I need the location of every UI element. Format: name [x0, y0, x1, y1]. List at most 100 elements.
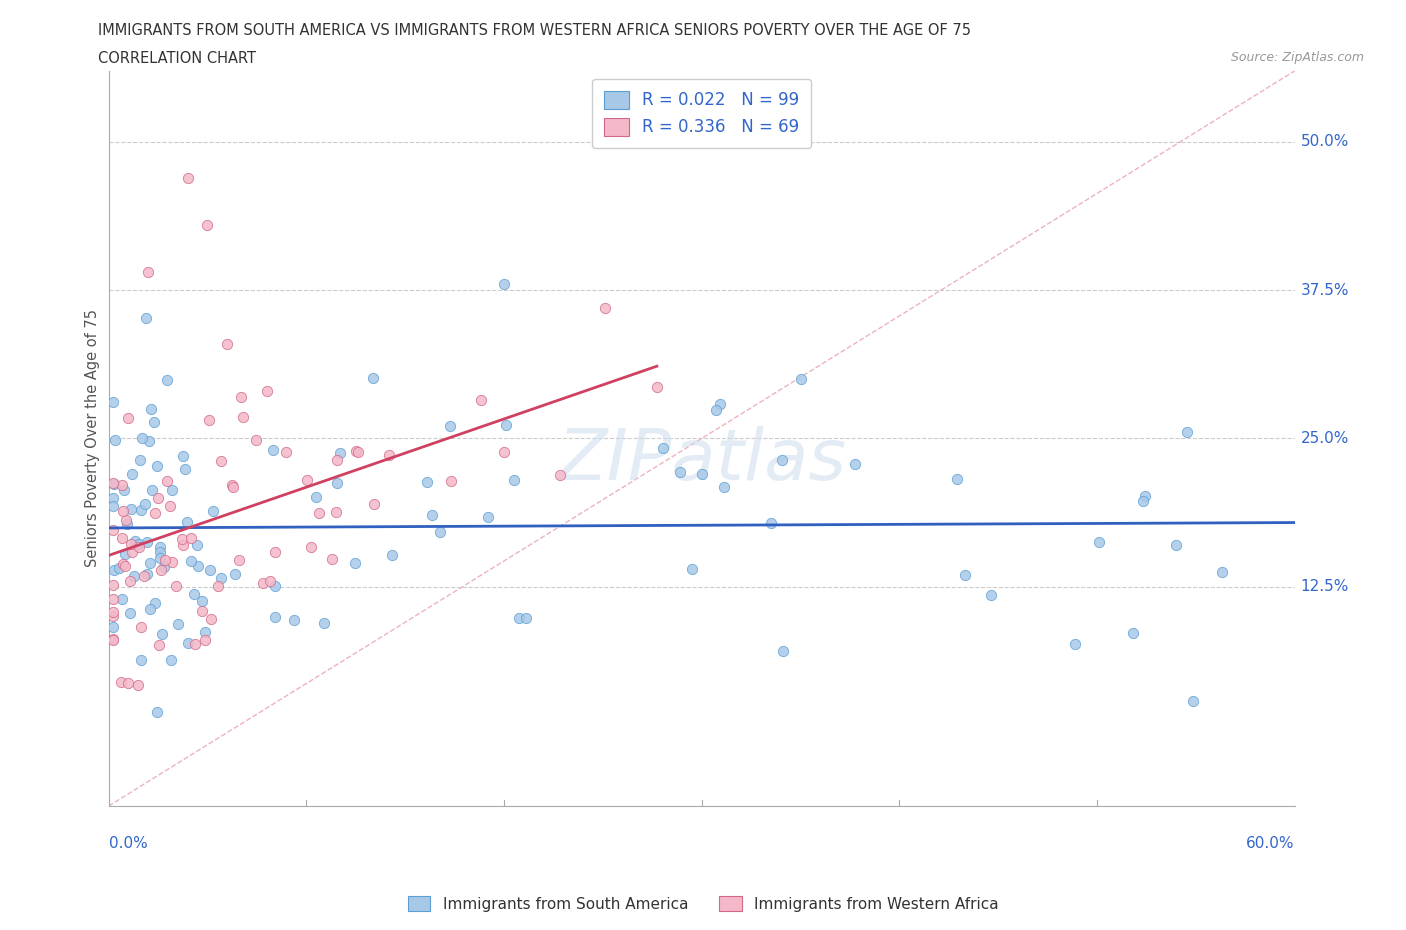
Point [115, 517, 138, 532]
Point [669, 464, 692, 479]
Point [128, 678, 150, 693]
Point [326, 475, 349, 490]
Point [172, 448, 194, 463]
Point [114, 483, 136, 498]
Point [276, 445, 298, 459]
Point [321, 551, 343, 566]
Point [645, 380, 668, 395]
Point [150, 563, 173, 578]
Point [118, 574, 141, 589]
Point [107, 561, 129, 576]
Point [143, 595, 166, 610]
Point [344, 556, 367, 571]
Point [420, 508, 443, 523]
Point [194, 625, 217, 640]
Point [361, 370, 384, 385]
Point [326, 453, 349, 468]
Point [263, 578, 285, 593]
Point [145, 458, 167, 473]
Point [221, 477, 243, 492]
Point [308, 505, 330, 520]
Point [495, 418, 517, 432]
Point [115, 512, 138, 527]
Point [112, 556, 135, 571]
Point [508, 610, 530, 625]
Point [153, 552, 176, 567]
Point [111, 478, 134, 493]
Point [172, 532, 194, 547]
Point [129, 653, 152, 668]
Point [1211, 565, 1233, 579]
Legend: Immigrants from South America, Immigrants from Western Africa: Immigrants from South America, Immigrant… [401, 889, 1005, 918]
Point [101, 632, 124, 647]
Point [148, 638, 170, 653]
Point [186, 538, 208, 552]
Point [770, 452, 793, 467]
Point [132, 569, 155, 584]
Point [470, 392, 492, 407]
Point [228, 552, 250, 567]
Point [117, 410, 139, 425]
Point [245, 432, 267, 447]
Point [439, 473, 461, 488]
Point [145, 704, 167, 719]
Point [690, 467, 713, 482]
Point [142, 415, 165, 430]
Point [180, 553, 202, 568]
Point [980, 587, 1002, 602]
Point [138, 434, 160, 449]
Point [953, 567, 976, 582]
Point [136, 265, 159, 280]
Text: ZIPatlas: ZIPatlas [557, 426, 846, 495]
Point [224, 566, 246, 581]
Point [197, 218, 219, 232]
Point [194, 632, 217, 647]
Point [101, 475, 124, 490]
Point [167, 616, 190, 631]
Point [183, 637, 205, 652]
Point [264, 545, 287, 560]
Point [128, 536, 150, 551]
Point [101, 631, 124, 646]
Point [439, 418, 461, 433]
Point [262, 443, 284, 458]
Point [344, 444, 367, 458]
Point [121, 545, 143, 560]
Point [149, 544, 172, 559]
Point [160, 483, 183, 498]
Text: IMMIGRANTS FROM SOUTH AMERICA VS IMMIGRANTS FROM WESTERN AFRICA SENIORS POVERTY : IMMIGRANTS FROM SOUTH AMERICA VS IMMIGRA… [98, 23, 972, 38]
Text: 50.0%: 50.0% [1301, 135, 1350, 150]
Point [174, 461, 197, 476]
Point [156, 473, 179, 488]
Point [177, 170, 200, 185]
Point [789, 372, 811, 387]
Point [172, 538, 194, 552]
Point [101, 578, 124, 592]
Point [347, 445, 370, 459]
Point [149, 540, 172, 555]
Point [198, 563, 221, 578]
Point [143, 506, 166, 521]
Point [378, 448, 401, 463]
Point [111, 592, 134, 607]
Point [101, 609, 124, 624]
Text: 60.0%: 60.0% [1246, 836, 1295, 851]
Point [139, 555, 162, 570]
Point [713, 480, 735, 495]
Point [149, 551, 172, 565]
Point [312, 616, 335, 631]
Point [283, 613, 305, 628]
Point [120, 501, 142, 516]
Point [150, 627, 173, 642]
Point [202, 504, 225, 519]
Text: 25.0%: 25.0% [1301, 431, 1350, 445]
Point [111, 531, 134, 546]
Point [198, 412, 221, 427]
Point [1132, 493, 1154, 508]
Point [772, 644, 794, 658]
Point [709, 397, 731, 412]
Point [232, 409, 254, 424]
Point [101, 394, 124, 409]
Point [264, 610, 287, 625]
Point [129, 453, 152, 468]
